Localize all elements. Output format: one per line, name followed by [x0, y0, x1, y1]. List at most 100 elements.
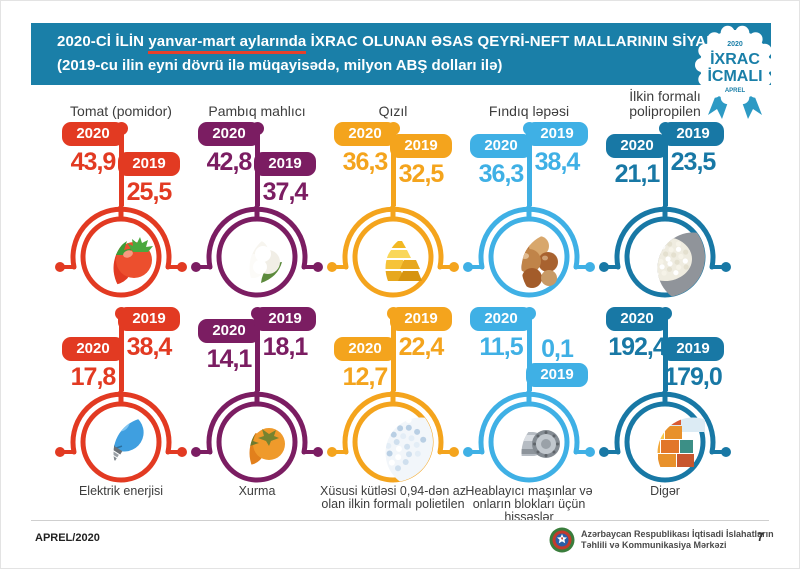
value-2019: 179,0 [664, 363, 723, 391]
product-image [599, 206, 731, 298]
footer-date: APREL/2020 [35, 532, 100, 544]
year-2020-flag: 2020 [62, 337, 124, 361]
footer-org-line1: Azərbaycan Respublikası İqtisadi İslahat… [581, 529, 774, 539]
footer-org-line2: Təhlili və Kommunikasiya Mərkəzi [581, 540, 727, 550]
year-2019-flag: 2019 [662, 122, 724, 146]
product-card: Elektrik enerjisi 2020 17,8 2019 38,4 [53, 307, 189, 527]
year-2020-flag: 2020 [606, 134, 668, 158]
year-2020-flag: 2020 [606, 307, 668, 331]
product-image [191, 391, 323, 483]
product-value-flags: 2020 11,5 2019 0,1 [461, 307, 597, 391]
product-card: Xurma 2020 14,1 2019 18,1 [189, 307, 325, 527]
title-underlined: yanvar-mart aylarında [148, 33, 307, 54]
badge-line1: İXRAC [710, 50, 760, 68]
product-figure [53, 391, 189, 491]
product-figure [597, 206, 733, 306]
product-label: Elektrik enerjisi [78, 484, 164, 498]
product-image [327, 206, 459, 298]
product-card: Fındıq ləpəsi 2020 36,3 2019 38,4 [461, 87, 597, 306]
value-2020: 192,4 [608, 333, 667, 361]
product-image [55, 391, 187, 483]
footer-organization: Azərbaycan Respublikası İqtisadi İslahat… [581, 529, 774, 551]
product-card: Pambıq mahlıcı 2020 42,8 2019 37,4 [189, 87, 325, 306]
product-value-flags: 2020 14,1 2019 18,1 [189, 307, 325, 391]
badge-ribbon-icon: 2020 İXRAC İCMALI APREL [695, 25, 775, 119]
footer-divider [31, 520, 769, 521]
product-value-flags: 2020 42,8 2019 37,4 [189, 122, 325, 206]
year-2019-flag: 2019 [118, 152, 180, 176]
product-image [463, 206, 595, 298]
year-2020-flag: 2020 [198, 319, 260, 343]
product-card: İlkin formalı polipropilen 2020 21,1 201… [597, 87, 733, 306]
product-card: Qızıl 2020 36,3 2019 32,5 [325, 87, 461, 306]
product-value-flags: 2020 192,4 2019 179,0 [597, 307, 733, 391]
product-label: Xüsusi kütləsi 0,94-dən az olan ilkin fo… [320, 484, 466, 511]
stem-line [662, 128, 668, 206]
product-figure [325, 391, 461, 491]
year-2019-flag: 2019 [526, 363, 588, 387]
product-value-flags: 2020 17,8 2019 38,4 [53, 307, 189, 391]
product-figure [325, 206, 461, 306]
product-label: Xurma [238, 484, 276, 498]
year-2019-flag: 2019 [118, 307, 180, 331]
year-2019-flag: 2019 [254, 307, 316, 331]
badge-month: APREL [725, 88, 746, 94]
product-value-flags: 2020 12,7 2019 22,4 [325, 307, 461, 391]
value-2019: 22,4 [398, 333, 445, 361]
year-2020-flag: 2020 [334, 122, 396, 146]
stem-line [526, 128, 532, 206]
year-2019-flag: 2019 [662, 337, 724, 361]
page-title: 2020-Cİ İLİN yanvar-mart aylarında İXRAC… [57, 33, 771, 54]
value-2020: 43,9 [70, 148, 117, 176]
value-2019: 38,4 [126, 333, 173, 361]
product-figure [461, 391, 597, 491]
product-card: Tomat (pomidor) 2020 43,9 2019 25,5 [53, 87, 189, 306]
title-suffix: İXRAC OLUNAN ƏSAS QEYRİ-NEFT MALLARININ … [306, 33, 736, 50]
badge-year: 2020 [727, 41, 743, 48]
product-label: Tomat (pomidor) [70, 103, 172, 119]
product-image [327, 391, 459, 483]
value-2019: 25,5 [126, 178, 173, 206]
product-value-flags: 2020 43,9 2019 25,5 [53, 122, 189, 206]
value-2019: 23,5 [670, 148, 717, 176]
product-card: Digər 2020 192,4 2019 179,0 [597, 307, 733, 527]
value-2019: 0,1 [541, 335, 574, 363]
product-value-flags: 2020 21,1 2019 23,5 [597, 122, 733, 206]
product-value-flags: 2020 36,3 2019 32,5 [325, 122, 461, 206]
title-prefix: 2020-Cİ İLİN [57, 33, 149, 50]
product-figure [597, 391, 733, 491]
stem-line [254, 313, 260, 391]
year-2019-flag: 2019 [254, 152, 316, 176]
products-row-top: Tomat (pomidor) 2020 43,9 2019 25,5 Pamb… [53, 87, 733, 306]
badge-line2: İCMALI [707, 67, 762, 85]
value-2020: 14,1 [206, 345, 253, 373]
value-2019: 18,1 [262, 333, 309, 361]
value-2020: 36,3 [342, 148, 389, 176]
year-2019-flag: 2019 [390, 307, 452, 331]
products-row-bottom: Elektrik enerjisi 2020 17,8 2019 38,4 [53, 307, 733, 527]
product-label: Digər [650, 484, 680, 498]
year-2020-flag: 2020 [470, 134, 532, 158]
value-2020: 12,7 [342, 363, 389, 391]
product-label: İlkin formalı polipropilen [629, 88, 701, 119]
year-2019-flag: 2019 [526, 122, 588, 146]
value-2020: 21,1 [614, 160, 661, 188]
state-emblem-icon [549, 527, 575, 558]
year-2020-flag: 2020 [470, 307, 532, 331]
product-label: Qızıl [378, 103, 408, 119]
value-2019: 32,5 [398, 160, 445, 188]
product-label: Fındıq ləpəsi [488, 103, 570, 119]
year-2019-flag: 2019 [390, 134, 452, 158]
value-2020: 17,8 [70, 363, 117, 391]
value-2020: 11,5 [479, 333, 523, 361]
year-2020-flag: 2020 [334, 337, 396, 361]
header-band: 2020-Cİ İLİN yanvar-mart aylarında İXRAC… [31, 23, 771, 85]
value-2020: 42,8 [206, 148, 253, 176]
product-image [55, 206, 187, 298]
product-figure [189, 206, 325, 306]
product-figure [53, 206, 189, 306]
product-image [599, 391, 731, 483]
product-value-flags: 2020 36,3 2019 38,4 [461, 122, 597, 206]
page-subtitle: (2019-cu ilin eyni dövrü ilə müqayisədə,… [57, 57, 503, 74]
